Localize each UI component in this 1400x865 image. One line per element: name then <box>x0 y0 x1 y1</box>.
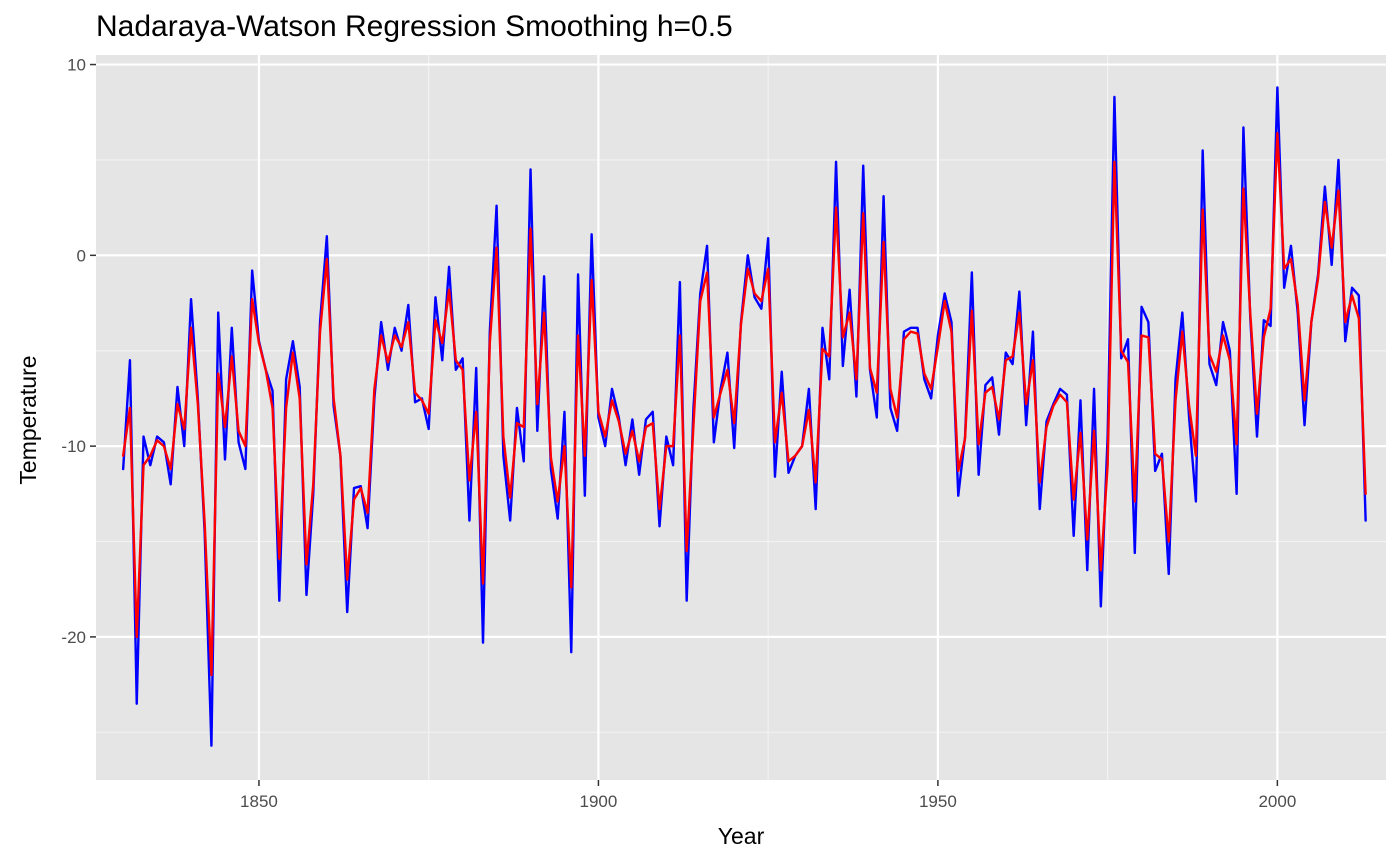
grid-major <box>96 55 1386 780</box>
x-tick-label: 1950 <box>919 792 957 811</box>
plot-panel <box>96 55 1386 780</box>
y-axis-title: Temperature <box>15 355 41 484</box>
y-tick-label: 0 <box>77 246 86 265</box>
y-tick-label: -10 <box>61 437 86 456</box>
chart-title: Nadaraya-Watson Regression Smoothing h=0… <box>96 10 733 43</box>
y-axis: 10 0 -10 -20 <box>61 56 96 647</box>
x-tick-label: 1850 <box>240 792 278 811</box>
series-layer <box>121 86 1367 747</box>
x-tick-label: 1900 <box>580 792 618 811</box>
y-tick-label: 10 <box>67 56 86 75</box>
x-axis-title: Year <box>718 823 765 849</box>
x-axis: 1850 1900 1950 2000 <box>240 780 1296 811</box>
series-line-smoothed <box>121 132 1367 677</box>
x-tick-label: 2000 <box>1258 792 1296 811</box>
y-tick-label: -20 <box>61 628 86 647</box>
